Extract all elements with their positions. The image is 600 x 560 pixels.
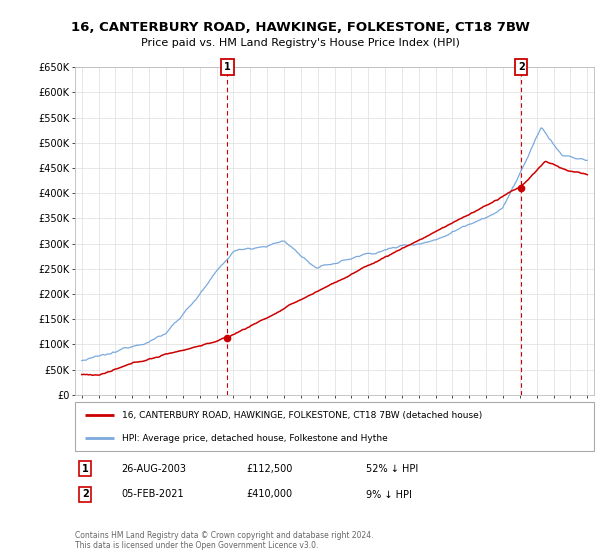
Text: 9% ↓ HPI: 9% ↓ HPI xyxy=(365,489,412,500)
Text: 26-AUG-2003: 26-AUG-2003 xyxy=(122,464,187,474)
Text: Contains HM Land Registry data © Crown copyright and database right 2024.
This d: Contains HM Land Registry data © Crown c… xyxy=(75,530,373,550)
Text: 1: 1 xyxy=(224,62,231,72)
Text: 05-FEB-2021: 05-FEB-2021 xyxy=(122,489,184,500)
Text: £112,500: £112,500 xyxy=(246,464,293,474)
Text: HPI: Average price, detached house, Folkestone and Hythe: HPI: Average price, detached house, Folk… xyxy=(122,434,388,443)
Text: £410,000: £410,000 xyxy=(246,489,292,500)
FancyBboxPatch shape xyxy=(75,402,594,451)
Text: Price paid vs. HM Land Registry's House Price Index (HPI): Price paid vs. HM Land Registry's House … xyxy=(140,38,460,48)
Text: 16, CANTERBURY ROAD, HAWKINGE, FOLKESTONE, CT18 7BW (detached house): 16, CANTERBURY ROAD, HAWKINGE, FOLKESTON… xyxy=(122,411,482,420)
Text: 2: 2 xyxy=(82,489,89,500)
Text: 1: 1 xyxy=(82,464,89,474)
Text: 52% ↓ HPI: 52% ↓ HPI xyxy=(365,464,418,474)
Text: 16, CANTERBURY ROAD, HAWKINGE, FOLKESTONE, CT18 7BW: 16, CANTERBURY ROAD, HAWKINGE, FOLKESTON… xyxy=(71,21,529,34)
Text: 2: 2 xyxy=(518,62,524,72)
